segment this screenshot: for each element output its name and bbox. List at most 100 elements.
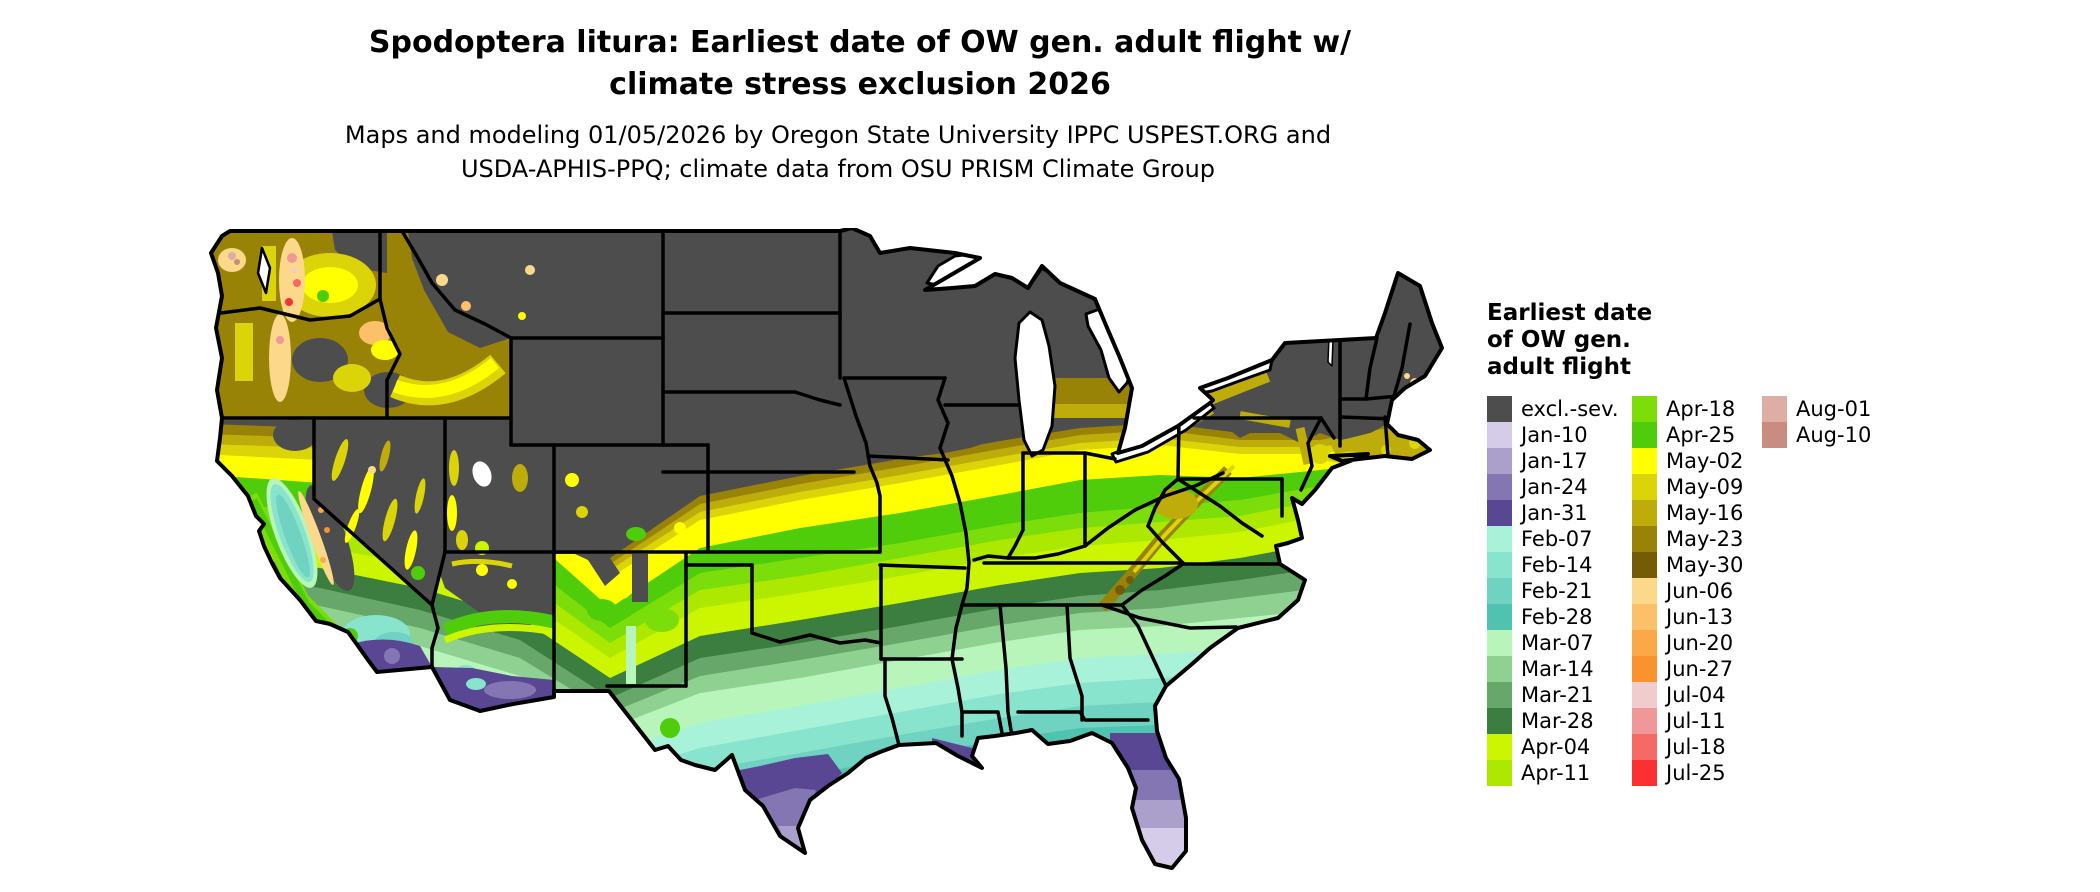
state-border-segment — [878, 563, 967, 570]
nv-ridge-3 — [382, 498, 398, 542]
legend-swatch — [1632, 708, 1657, 734]
state-border-segment — [866, 454, 950, 462]
ut-east-olive — [512, 464, 528, 492]
state-border-segment — [312, 416, 434, 607]
state-border-segment — [1120, 603, 1168, 688]
nv-ridge-4 — [404, 530, 418, 570]
legend-label: Apr-04 — [1521, 735, 1591, 759]
legend-column-3: Aug-01 Aug-10 — [1762, 396, 1871, 448]
fl-keys-1 — [1135, 873, 1141, 879]
e-oregon-yellow — [371, 340, 399, 360]
nv-peach-spot — [368, 466, 376, 474]
legend-row: Mar-21 — [1487, 682, 1619, 708]
channel-island-3 — [356, 666, 362, 672]
state-border-segment — [430, 603, 440, 669]
state-border-segment — [1319, 416, 1336, 440]
legend-swatch — [1632, 760, 1657, 786]
state-border-segment — [1392, 322, 1412, 398]
legend-swatch — [1632, 422, 1657, 448]
legend-row: Apr-25 — [1632, 422, 1743, 448]
legend-row: Jul-25 — [1632, 760, 1743, 786]
legend-row: May-30 — [1632, 552, 1743, 578]
legend-row: Jan-17 — [1487, 448, 1619, 474]
davis-mtns-green — [660, 718, 680, 738]
ut-west-ridge-1 — [449, 450, 459, 486]
s-nevada-green — [411, 566, 425, 580]
legend-swatch — [1487, 552, 1512, 578]
cascades-peach — [279, 238, 305, 322]
legend-swatch — [1632, 656, 1657, 682]
legend-row: Feb-07 — [1487, 526, 1619, 552]
stx-jan24 — [755, 788, 816, 853]
ne-washington-gray — [332, 231, 387, 273]
rockies-speckles — [565, 473, 686, 738]
state-border-segment — [378, 297, 402, 420]
legend-swatch — [1632, 448, 1657, 474]
nm-green-2 — [645, 608, 679, 632]
state-border-segment — [1016, 710, 1150, 722]
co-westslope-2 — [576, 506, 588, 518]
legend-label: Jan-17 — [1521, 449, 1588, 473]
legend-label: Jul-25 — [1666, 761, 1726, 785]
columbia-green-spot — [317, 290, 329, 302]
legend-row: Apr-18 — [1632, 396, 1743, 422]
legend-swatch — [1632, 734, 1657, 760]
legend-label: May-23 — [1666, 527, 1744, 551]
state-border-segment — [1146, 524, 1185, 565]
montana-valley-1 — [525, 265, 535, 275]
nv-ridge-6 — [379, 440, 391, 472]
san-luis-green — [626, 527, 646, 541]
ca-valley-teal — [276, 494, 310, 578]
lake-michigan — [1013, 310, 1057, 458]
fl-jan31 — [1110, 733, 1190, 770]
state-border-segment — [1364, 336, 1379, 401]
legend-title-line3: adult flight — [1487, 354, 1632, 380]
legend-swatch — [1632, 526, 1657, 552]
legend-swatch — [1762, 422, 1787, 448]
legend-label: Jun-27 — [1666, 657, 1734, 681]
legend-label: Aug-10 — [1796, 423, 1872, 447]
pnw-textures — [218, 238, 535, 406]
legend-row: Jun-20 — [1632, 630, 1743, 656]
legend-row: Jul-11 — [1632, 708, 1743, 734]
nv-ridge-1 — [331, 439, 349, 481]
map-title: Spodoptera litura: Earliest date of OW g… — [0, 22, 1720, 106]
columbia-basin-yellow — [302, 267, 358, 303]
mogollon-chartreuse — [443, 624, 555, 644]
legend-swatch — [1487, 682, 1512, 708]
state-border-segment — [1176, 416, 1181, 481]
legend-label: May-02 — [1666, 449, 1744, 473]
legend-swatch — [1487, 422, 1512, 448]
state-border-segment — [1176, 477, 1264, 538]
legend-label: Jan-10 — [1521, 423, 1588, 447]
legend-label: May-16 — [1666, 501, 1744, 525]
hudson-valley-olive — [1295, 427, 1313, 465]
legend-row: Feb-28 — [1487, 604, 1619, 630]
state-border-segment — [936, 376, 971, 738]
legend-swatch — [1632, 500, 1657, 526]
sierra-gray — [305, 485, 355, 591]
mi-lp-olive-band2 — [1032, 404, 1137, 418]
fl-keys-2 — [1152, 877, 1158, 883]
legend-row: Apr-04 — [1487, 734, 1619, 760]
legend-label: Jul-11 — [1666, 709, 1726, 733]
legend-row: excl.-sev. — [1487, 396, 1619, 422]
sierra-orange-3 — [320, 557, 326, 563]
legend-row: Jun-13 — [1632, 604, 1743, 630]
legend-label: Feb-07 — [1521, 527, 1593, 551]
willamette-valley — [235, 323, 253, 381]
legend-swatch — [1632, 630, 1657, 656]
state-border-segment — [1120, 562, 1185, 607]
legend-label: Feb-14 — [1521, 553, 1593, 577]
legend-row: Jun-06 — [1632, 578, 1743, 604]
nv-ridge-5 — [344, 509, 360, 543]
legend-swatch — [1487, 656, 1512, 682]
legend-label: Apr-11 — [1521, 761, 1591, 785]
state-border-segment — [661, 390, 842, 407]
e-oregon-olive — [333, 364, 371, 392]
legend-swatch — [1632, 552, 1657, 578]
state-borders — [211, 229, 1422, 747]
state-border-segment — [883, 657, 901, 747]
sangre-de-cristo-gray — [632, 554, 648, 602]
grand-canyon-olive — [451, 558, 513, 569]
